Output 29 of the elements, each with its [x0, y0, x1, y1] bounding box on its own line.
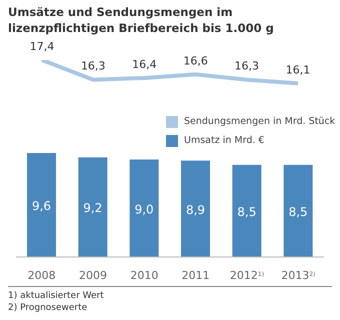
data-label: 8,5 — [237, 204, 256, 219]
x-tick-label: 2012$^{1)}$ — [230, 269, 264, 282]
x-tick-label: 2010 — [130, 269, 158, 282]
data-label: 16,6 — [183, 54, 208, 68]
data-label: 8,5 — [288, 204, 308, 219]
x-tick-label: 2011 — [182, 269, 210, 282]
text: 1) aktualisierter Wert — [8, 290, 104, 302]
data-label: 16,3 — [234, 60, 260, 73]
data-label: 9,6 — [32, 199, 52, 213]
legend-label: Sendungsmengen in Mrd. Stück — [184, 115, 336, 129]
data-label: 16,4 — [132, 58, 157, 71]
x-tick-label: 2008 — [28, 269, 56, 282]
text: 2) Prognosewerte — [8, 302, 88, 314]
data-label: 16,3 — [80, 60, 106, 73]
data-label: 9,2 — [83, 201, 102, 216]
bar — [27, 153, 56, 257]
data-label: 17,4 — [30, 40, 54, 53]
data-label: 8,9 — [186, 202, 206, 217]
chart-title: Umsätze und Sendungsmengen im lizenzpflichtigen Briefbereich bis 1.000 g — [8, 4, 275, 36]
x-tick-label: 2013$^{2)}$ — [281, 269, 316, 282]
bar — [78, 157, 108, 257]
bar — [181, 160, 210, 257]
legend-label: Umsatz in Mrd. € — [184, 134, 264, 148]
bar — [130, 160, 159, 257]
x-tick-label: 2009 — [79, 269, 107, 282]
bar — [232, 164, 262, 257]
data-label: 9,0 — [134, 202, 154, 216]
bar — [284, 164, 313, 257]
data-label: 16,1 — [286, 63, 310, 76]
